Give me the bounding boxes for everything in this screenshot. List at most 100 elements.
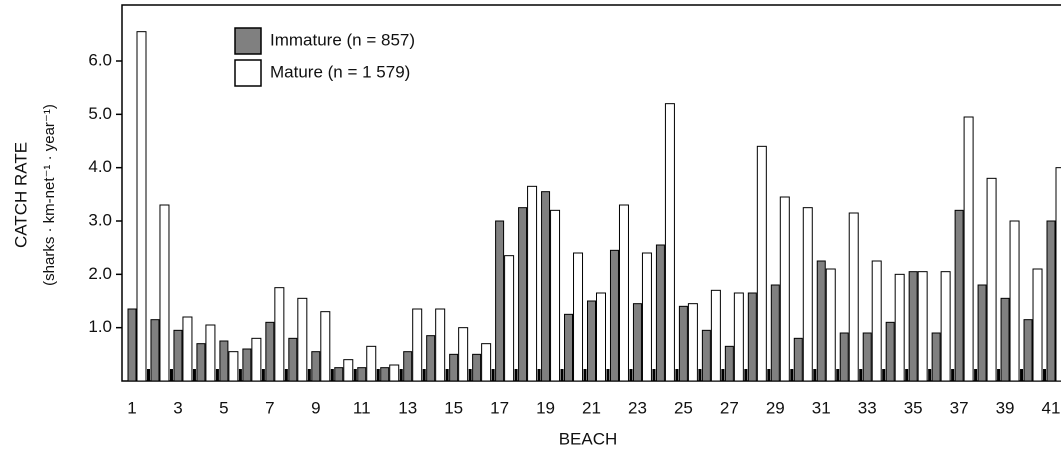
x-tick <box>261 369 265 381</box>
bar <box>150 319 160 382</box>
bar <box>573 252 584 382</box>
bar <box>518 207 528 382</box>
y-tick-label: 2.0 <box>88 264 112 283</box>
bar <box>839 332 849 382</box>
x-tick <box>744 369 748 381</box>
x-tick-label: 21 <box>582 398 601 417</box>
bar <box>343 359 354 382</box>
x-tick <box>698 369 702 381</box>
x-tick <box>445 369 449 381</box>
bar <box>802 207 813 382</box>
bar <box>779 196 790 382</box>
bar <box>274 287 285 382</box>
x-tick <box>629 369 633 381</box>
x-tick <box>974 369 978 381</box>
bar <box>917 271 928 382</box>
x-tick-label: 23 <box>628 398 647 417</box>
x-tick <box>767 369 771 381</box>
bar <box>618 204 629 382</box>
bar <box>963 116 974 382</box>
x-tick <box>330 369 334 381</box>
x-tick <box>376 369 380 381</box>
bar <box>334 367 344 382</box>
x-tick-label: 11 <box>353 398 371 417</box>
bar <box>127 308 137 382</box>
bar <box>641 252 652 382</box>
bar <box>449 353 459 382</box>
x-tick <box>514 369 518 381</box>
bar <box>1009 220 1020 382</box>
bar <box>564 313 574 382</box>
x-tick-label: 13 <box>398 398 417 417</box>
bar <box>687 303 698 382</box>
x-tick-label: 15 <box>444 398 463 417</box>
x-tick-label: 5 <box>219 398 228 417</box>
legend-label: Immature (n = 857) <box>270 30 415 49</box>
bar <box>655 244 665 382</box>
bar <box>609 249 619 382</box>
bar <box>228 351 239 382</box>
x-tick-label: 41 <box>1042 398 1061 417</box>
bar <box>931 332 941 382</box>
x-tick-label: 31 <box>812 398 831 417</box>
bar <box>380 367 390 382</box>
x-axis-label: BEACH <box>559 429 618 448</box>
bar <box>664 103 675 382</box>
bar <box>403 351 413 382</box>
x-tick-label: 17 <box>490 398 509 417</box>
bar <box>412 308 423 382</box>
bar <box>977 284 987 382</box>
bar <box>908 271 918 382</box>
x-tick <box>560 369 564 381</box>
x-tick <box>882 369 886 381</box>
bar <box>182 316 193 382</box>
bar <box>733 292 744 382</box>
bar <box>1023 319 1033 382</box>
x-tick-label: 9 <box>311 398 320 417</box>
x-tick <box>537 369 541 381</box>
bar <box>862 332 872 382</box>
bar <box>596 292 606 382</box>
x-tick-label: 25 <box>674 398 693 417</box>
bar <box>550 209 561 382</box>
bar <box>885 321 895 382</box>
x-tick <box>491 369 495 381</box>
x-tick-label: 7 <box>265 398 274 417</box>
bar <box>770 284 780 382</box>
bar <box>435 308 446 382</box>
x-tick <box>997 369 1001 381</box>
y-tick-label: 5.0 <box>88 104 112 123</box>
y-tick-label: 4.0 <box>88 157 112 176</box>
bar <box>816 260 826 382</box>
bar <box>495 220 505 382</box>
x-tick-label: 19 <box>536 398 555 417</box>
x-tick-label: 33 <box>858 398 877 417</box>
x-tick <box>192 369 196 381</box>
bar <box>587 300 596 382</box>
bar <box>825 268 836 382</box>
x-tick <box>836 369 840 381</box>
x-tick <box>399 369 403 381</box>
legend-swatch <box>234 27 262 55</box>
bar <box>1000 297 1010 382</box>
bar <box>632 303 642 382</box>
x-tick-label: 29 <box>766 398 785 417</box>
bar <box>159 204 170 382</box>
bar <box>320 311 331 382</box>
x-tick-label: 37 <box>950 398 969 417</box>
bar <box>747 292 757 382</box>
x-tick <box>468 369 472 381</box>
bar <box>458 327 469 382</box>
y-tick-label: 3.0 <box>88 210 112 229</box>
bar <box>954 209 964 382</box>
bar <box>219 340 229 382</box>
bar <box>527 185 538 382</box>
x-tick <box>353 369 357 381</box>
x-tick-label: 1 <box>127 398 136 417</box>
bar <box>136 31 147 382</box>
bar <box>1032 268 1043 382</box>
x-tick <box>905 369 909 381</box>
bar <box>710 289 721 382</box>
x-tick <box>951 369 955 381</box>
